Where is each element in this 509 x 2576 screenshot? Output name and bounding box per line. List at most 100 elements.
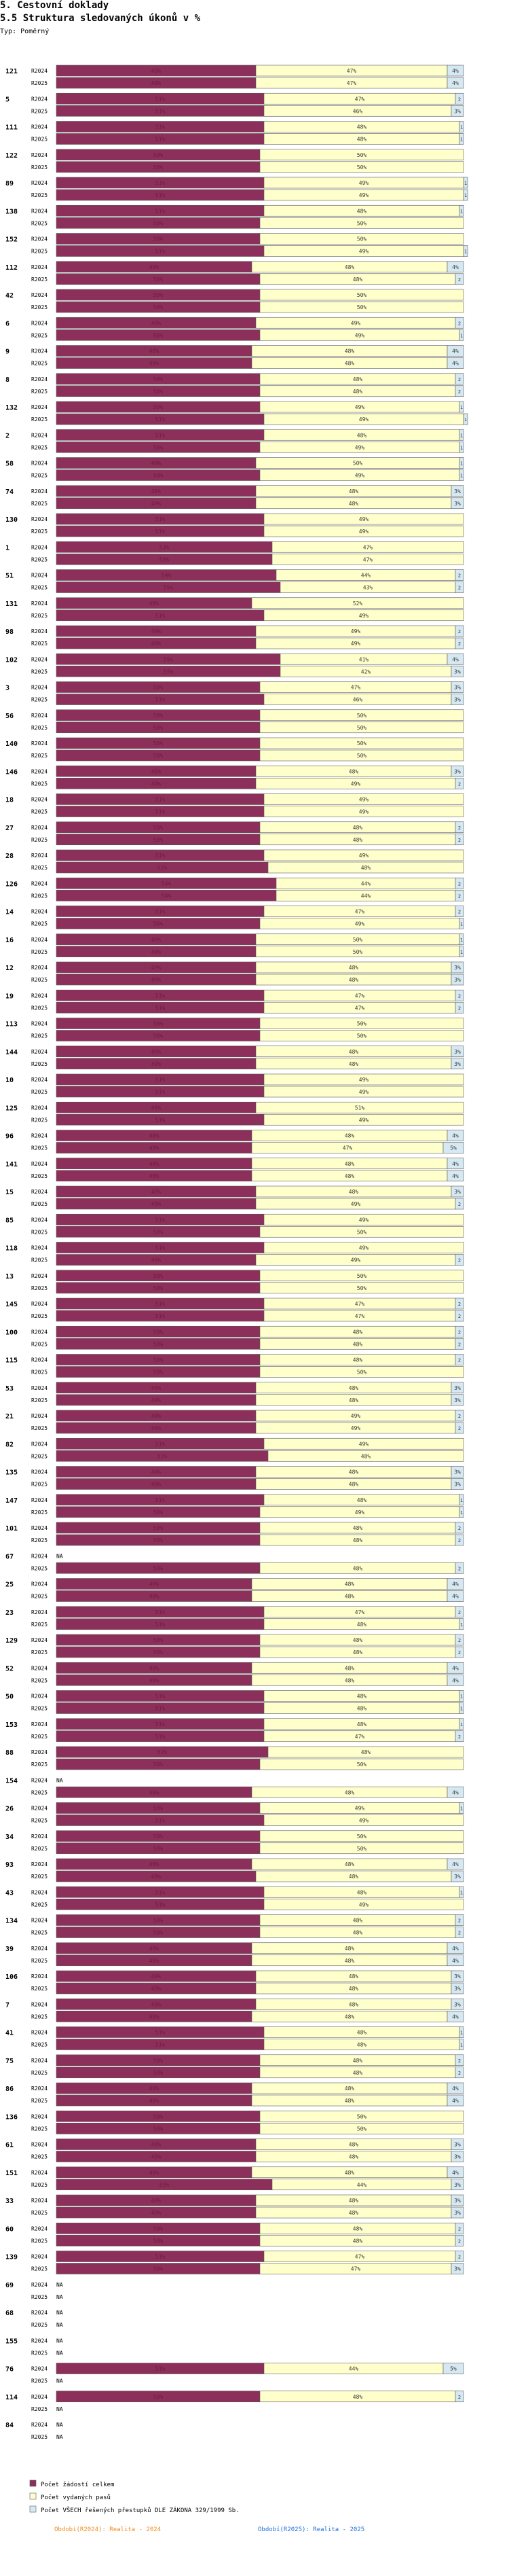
bar-segment-3 bbox=[455, 1914, 464, 1926]
bar-value-label: 48% bbox=[357, 208, 367, 214]
bar-segment-3 bbox=[459, 469, 464, 481]
group-label: 146 bbox=[5, 768, 18, 776]
bar-segment-2 bbox=[263, 1242, 464, 1253]
no-data-label: NA bbox=[56, 2434, 63, 2440]
row-label: R2025 bbox=[31, 921, 48, 927]
group-label: 76 bbox=[5, 2366, 14, 2374]
bar-value-label: 51% bbox=[155, 1622, 166, 1628]
bar-segment-3 bbox=[455, 1927, 464, 1938]
chart-type-label: Typ: Poměrný bbox=[0, 28, 50, 35]
bar-value-label: 50% bbox=[357, 164, 367, 171]
bar-value-label: 48% bbox=[149, 348, 159, 355]
bar-value-label: 50% bbox=[153, 713, 164, 719]
row-label: R2024 bbox=[31, 965, 48, 971]
bar-value-label: 49% bbox=[151, 2210, 162, 2216]
bar-value-label: 49% bbox=[151, 628, 162, 634]
row-label: R2024 bbox=[31, 461, 48, 467]
row-label: R2024 bbox=[31, 909, 48, 915]
bar-segment-2 bbox=[259, 149, 464, 161]
group-label: 69 bbox=[5, 2282, 14, 2289]
bar-value-label: 50% bbox=[153, 2266, 164, 2272]
bar-value-label: 50% bbox=[153, 2113, 164, 2119]
bar-value-label: 2 bbox=[458, 321, 461, 326]
bar-value-label: 48% bbox=[349, 2210, 359, 2216]
bar-value-label: 48% bbox=[149, 1145, 159, 1151]
bar-value-label: 4% bbox=[452, 361, 459, 367]
bar-value-label: 50% bbox=[357, 1229, 367, 1235]
bar-value-label: 48% bbox=[357, 1694, 367, 1700]
bar-value-label: 4% bbox=[452, 2170, 459, 2176]
row-label: R2025 bbox=[31, 949, 48, 955]
bar-value-label: 49% bbox=[359, 797, 369, 803]
bar-value-label: 55% bbox=[164, 585, 174, 591]
group-label: 18 bbox=[5, 797, 14, 804]
group-label: 1 bbox=[5, 544, 10, 552]
bar-value-label: 2 bbox=[458, 881, 461, 887]
bar-segment-3 bbox=[455, 1522, 464, 1534]
bar-segment-3 bbox=[451, 973, 464, 986]
row-label: R2024 bbox=[31, 1161, 48, 1167]
row-label: R2025 bbox=[31, 1706, 48, 1712]
bar-value-label: 48% bbox=[357, 2030, 367, 2036]
bar-value-label: 51% bbox=[155, 137, 166, 143]
row-label: R2024 bbox=[31, 1273, 48, 1279]
bar-value-label: 3% bbox=[454, 768, 461, 774]
row-label: R2025 bbox=[31, 1649, 48, 1656]
group-label: 58 bbox=[5, 461, 14, 468]
bar-segment-3 bbox=[447, 1662, 464, 1674]
group-label: 6 bbox=[5, 320, 10, 327]
bar-value-label: 4% bbox=[452, 1581, 459, 1588]
bar-segment-2 bbox=[263, 1898, 464, 1910]
bar-segment-3 bbox=[455, 2222, 464, 2234]
bar-segment-3 bbox=[447, 1942, 464, 1954]
group-label: 27 bbox=[5, 825, 14, 832]
bar-value-label: 44% bbox=[349, 2366, 359, 2372]
bar-value-label: 2 bbox=[458, 825, 461, 831]
bar-segment-3 bbox=[451, 2206, 464, 2219]
bar-segment-2 bbox=[263, 1073, 464, 1086]
bar-segment-2 bbox=[259, 1366, 464, 1378]
row-label: R2024 bbox=[31, 68, 48, 74]
bar-value-label: 2 bbox=[458, 1314, 461, 1319]
bar-segment-2 bbox=[259, 2110, 464, 2122]
group-label: 135 bbox=[5, 1469, 18, 1477]
bar-value-label: 48% bbox=[353, 2238, 363, 2244]
row-label: R2025 bbox=[31, 977, 48, 983]
bar-value-label: 2 bbox=[458, 781, 461, 787]
row-label: R2025 bbox=[31, 501, 48, 507]
bar-segment-3 bbox=[447, 1578, 464, 1590]
row-label: R2024 bbox=[31, 1833, 48, 1840]
bar-value-label: 51% bbox=[155, 1217, 166, 1223]
bar-value-label: 49% bbox=[359, 809, 369, 815]
bar-value-label: 49% bbox=[151, 768, 162, 774]
bar-segment-3 bbox=[447, 1674, 464, 1686]
group-label: 13 bbox=[5, 1273, 14, 1281]
bar-value-label: 47% bbox=[355, 909, 365, 915]
row-label: R2024 bbox=[31, 1021, 48, 1027]
bar-value-label: 48% bbox=[361, 1453, 371, 1459]
bar-value-label: 1 bbox=[460, 2031, 463, 2036]
row-label: R2025 bbox=[31, 361, 48, 367]
bar-value-label: 1 bbox=[460, 922, 463, 927]
group-label: 42 bbox=[5, 292, 14, 300]
bar-value-label: 48% bbox=[353, 825, 363, 831]
bar-value-label: 48% bbox=[353, 389, 363, 395]
bar-value-label: 51% bbox=[155, 1117, 166, 1123]
bar-value-label: 2 bbox=[458, 1358, 461, 1363]
row-label: R2024 bbox=[31, 2254, 48, 2260]
bar-value-label: 1 bbox=[460, 950, 463, 955]
bar-value-label: 50% bbox=[153, 1930, 164, 1936]
bar-segment-3 bbox=[451, 1478, 464, 1490]
bar-value-label: 50% bbox=[153, 220, 164, 226]
bar-value-label: 1 bbox=[460, 461, 463, 467]
bar-value-label: 2 bbox=[458, 1918, 461, 1924]
bar-value-label: 49% bbox=[151, 80, 162, 86]
bar-segment-3 bbox=[447, 653, 464, 665]
legend-label: Počet vydaných pasů bbox=[41, 2494, 111, 2501]
no-data-label: NA bbox=[56, 2406, 63, 2412]
bar-value-label: 48% bbox=[149, 1161, 159, 1167]
group-label: 3 bbox=[5, 685, 10, 692]
bar-value-label: 2 bbox=[458, 893, 461, 899]
row-label: R2024 bbox=[31, 1385, 48, 1391]
bar-value-label: 48% bbox=[349, 501, 359, 507]
